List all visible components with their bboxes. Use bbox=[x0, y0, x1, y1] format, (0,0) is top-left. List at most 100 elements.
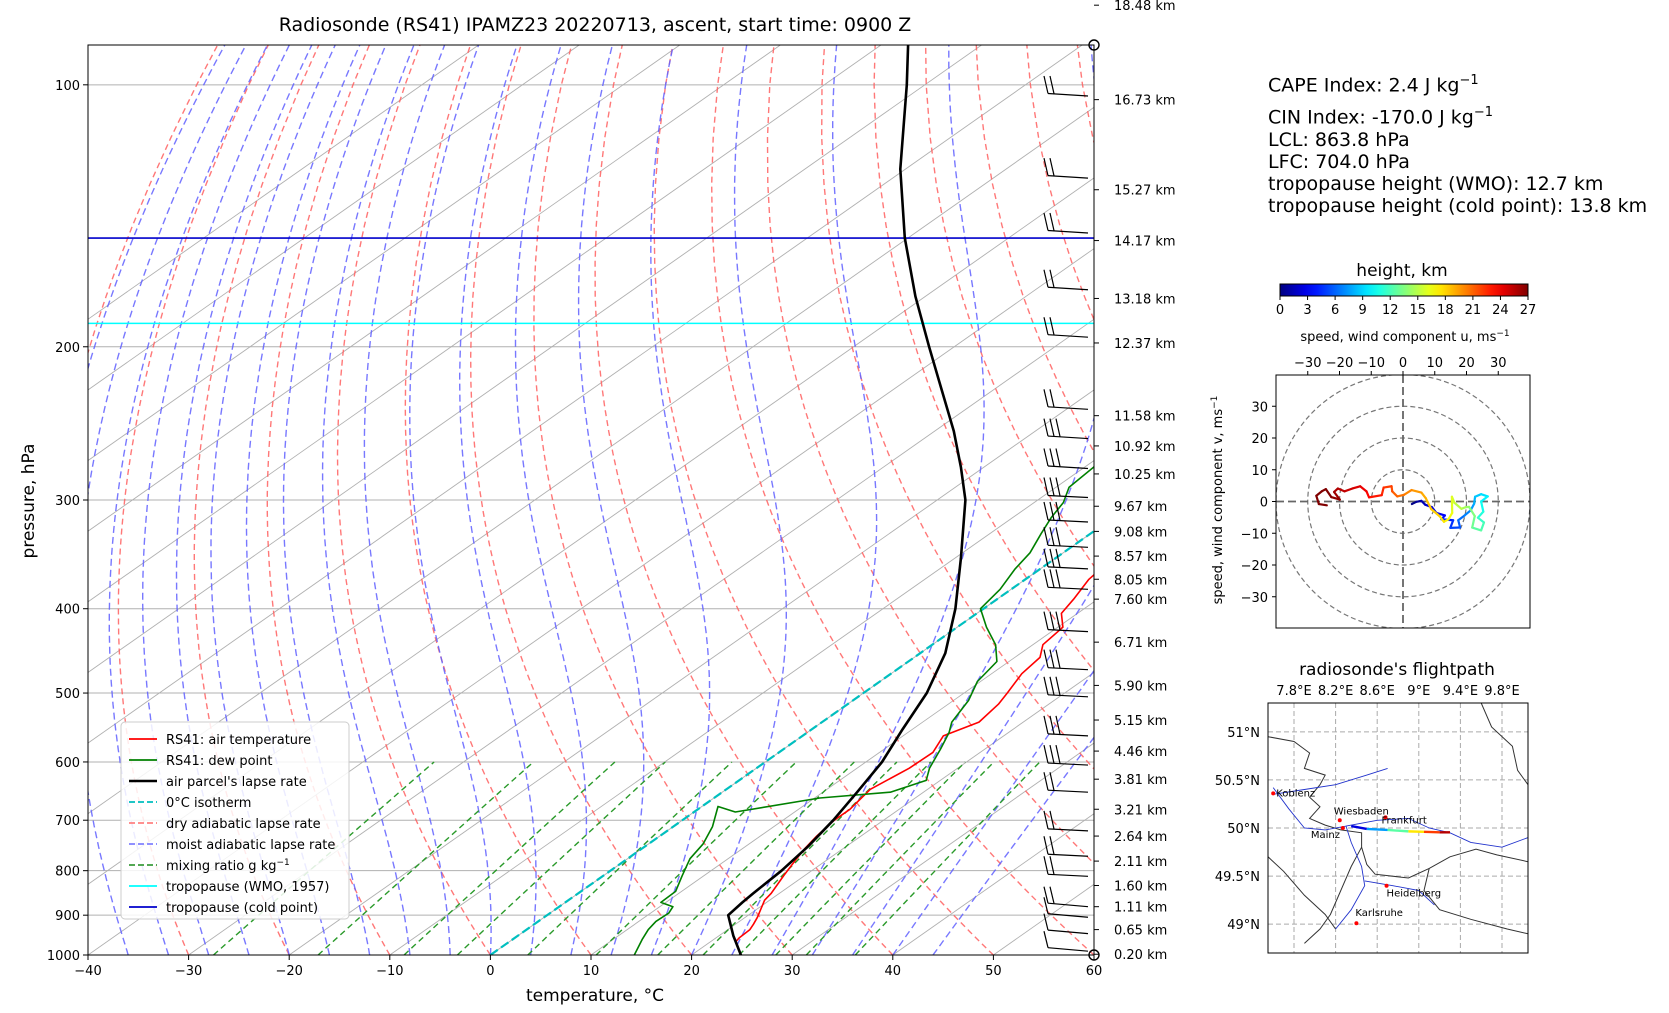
colorbar-tick-label: 21 bbox=[1465, 303, 1482, 318]
map-border bbox=[1268, 737, 1528, 878]
hodograph-y-tick-label: 20 bbox=[1251, 432, 1268, 447]
flight-track-segment bbox=[1388, 830, 1409, 831]
city-marker bbox=[1341, 826, 1345, 830]
map-city: Karlsruhe bbox=[1354, 908, 1403, 925]
x-tick-label: 50 bbox=[985, 964, 1002, 979]
height-tick-label: 5.90 km bbox=[1114, 679, 1167, 694]
map-lat-label: 51°N bbox=[1227, 726, 1260, 741]
legend-label: dry adiabatic lapse rate bbox=[166, 817, 321, 832]
hodograph-x-tick-label: −10 bbox=[1358, 356, 1385, 371]
height-tick-label: 9.67 km bbox=[1114, 500, 1167, 515]
tropopause-height-wmo: tropopause height (WMO): 12.7 km bbox=[1268, 173, 1668, 195]
hodograph-x-label: speed, wind component u, ms−1 bbox=[1300, 329, 1509, 345]
mixing-ratio-line bbox=[457, 762, 665, 955]
city-label: Koblenz bbox=[1276, 788, 1315, 799]
hodograph-segment bbox=[1353, 486, 1361, 488]
map-lat-label: 49.5°N bbox=[1215, 870, 1260, 885]
legend-label: moist adiabatic lapse rate bbox=[166, 838, 335, 853]
cape-index: CAPE Index: 2.4 J kg−1 bbox=[1268, 70, 1668, 96]
y-tick-label: 900 bbox=[55, 909, 80, 924]
map-city: Koblenz bbox=[1271, 788, 1315, 799]
moist-adiabat bbox=[460, 0, 542, 955]
hodograph-x-tick-label: −20 bbox=[1326, 356, 1353, 371]
x-tick-label: −40 bbox=[74, 964, 101, 979]
map-city: Frankfurt bbox=[1382, 815, 1427, 826]
moist-adiabat bbox=[651, 0, 710, 955]
x-tick-label: −10 bbox=[376, 964, 403, 979]
height-tick-label: 2.11 km bbox=[1114, 855, 1167, 870]
x-tick-label: 0 bbox=[486, 964, 494, 979]
hodograph-segment bbox=[1478, 512, 1483, 518]
height-tick-label: 18.48 km bbox=[1114, 0, 1176, 14]
map-lon-label: 9°E bbox=[1407, 684, 1430, 699]
hodograph-y-tick-label: 30 bbox=[1251, 400, 1268, 415]
lcl: LCL: 863.8 hPa bbox=[1268, 129, 1668, 151]
colorbar-tick-label: 6 bbox=[1331, 303, 1339, 318]
hodograph-segment bbox=[1319, 504, 1327, 505]
hodograph-x-tick-label: 10 bbox=[1426, 356, 1443, 371]
dry-adiabat bbox=[405, 0, 591, 955]
height-tick-label: 3.21 km bbox=[1114, 803, 1167, 818]
city-marker bbox=[1354, 921, 1358, 925]
legend-label: air parcel's lapse rate bbox=[166, 775, 307, 790]
wind-barb bbox=[1044, 389, 1088, 409]
flight-track-segment bbox=[1367, 829, 1388, 830]
legend-label: tropopause (cold point) bbox=[166, 901, 318, 916]
city-label: Karlsruhe bbox=[1355, 908, 1403, 919]
hodograph-y-tick-label: 10 bbox=[1251, 464, 1268, 479]
hodograph-x-tick-label: −30 bbox=[1294, 356, 1321, 371]
stats-panel: CAPE Index: 2.4 J kg−1 CIN Index: -170.0… bbox=[1268, 70, 1668, 217]
map-title: radiosonde's flightpath bbox=[1299, 660, 1495, 680]
map-lat-label: 50.5°N bbox=[1215, 774, 1260, 789]
map-border bbox=[1481, 703, 1528, 785]
legend-label: 0°C isotherm bbox=[166, 796, 251, 811]
hodograph-chart: speed, wind component u, ms−1 speed, win… bbox=[1210, 329, 1530, 629]
hodograph-segment bbox=[1448, 513, 1452, 519]
mixing-ratio-line bbox=[404, 762, 615, 955]
wind-barb bbox=[1044, 931, 1088, 951]
height-tick-label: 7.60 km bbox=[1114, 593, 1167, 608]
hodograph-segment bbox=[1478, 518, 1484, 523]
hodograph-segment bbox=[1481, 502, 1483, 512]
map-border bbox=[1268, 857, 1336, 929]
hodograph-segment bbox=[1360, 486, 1366, 491]
hodograph-segment bbox=[1404, 490, 1412, 495]
mixing-ratio-line bbox=[855, 762, 1040, 955]
colorbar-gradient bbox=[1280, 284, 1528, 296]
city-marker bbox=[1338, 818, 1342, 822]
colorbar-tick-label: 12 bbox=[1382, 303, 1399, 318]
city-marker bbox=[1271, 791, 1275, 795]
x-tick-label: −30 bbox=[175, 964, 202, 979]
legend-label: tropopause (WMO, 1957) bbox=[166, 880, 329, 895]
wind-barb bbox=[1044, 527, 1088, 547]
flightpath-map: radiosonde's flightpath KoblenzWiesbaden… bbox=[1215, 660, 1528, 953]
map-area: KoblenzWiesbadenFrankfurtMainzHeidelberg… bbox=[1268, 703, 1528, 953]
map-border bbox=[1304, 847, 1361, 943]
wind-barb bbox=[1044, 897, 1088, 917]
height-tick-label: 16.73 km bbox=[1114, 94, 1176, 109]
hodograph-segment bbox=[1326, 489, 1331, 497]
height-tick-label: 0.65 km bbox=[1114, 924, 1167, 939]
height-tick-label: 11.58 km bbox=[1114, 410, 1176, 425]
city-label: Mainz bbox=[1311, 830, 1340, 841]
y-tick-label: 500 bbox=[55, 687, 80, 702]
height-tick-label: 6.71 km bbox=[1114, 636, 1167, 651]
height-tick-label: 10.92 km bbox=[1114, 440, 1176, 455]
wind-barb bbox=[1044, 317, 1088, 337]
x-tick-label: 40 bbox=[885, 964, 902, 979]
y-tick-label: 700 bbox=[55, 814, 80, 829]
city-marker bbox=[1385, 884, 1389, 888]
height-tick-label: 1.11 km bbox=[1114, 901, 1167, 916]
dry-adiabat bbox=[534, 0, 792, 955]
map-lon-label: 7.8°E bbox=[1276, 684, 1311, 699]
city-label: Frankfurt bbox=[1382, 815, 1427, 826]
hodograph-y-tick-label: −20 bbox=[1241, 559, 1268, 574]
hodograph-area bbox=[1276, 375, 1530, 629]
hodograph-x-tick-label: 20 bbox=[1458, 356, 1475, 371]
height-tick-label: 13.18 km bbox=[1114, 292, 1176, 307]
legend-label: RS41: air temperature bbox=[166, 733, 311, 748]
wind-barb bbox=[1044, 76, 1088, 96]
hodograph-segment bbox=[1412, 490, 1422, 493]
wind-barb bbox=[1044, 836, 1088, 856]
hodograph-segment bbox=[1382, 488, 1384, 496]
